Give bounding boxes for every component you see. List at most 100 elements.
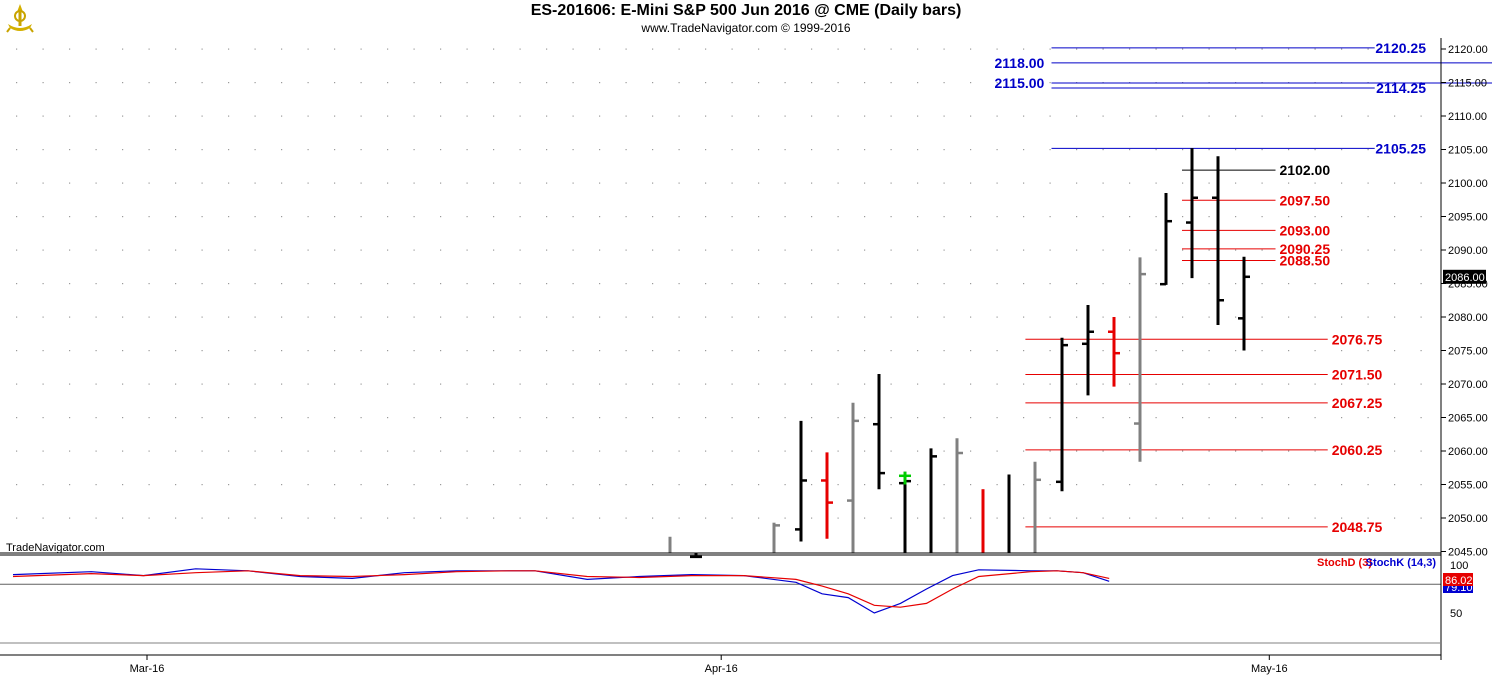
level-label: 2115.00 <box>995 75 1045 91</box>
y-tick-label: 2120.00 <box>1448 44 1488 56</box>
grid-dot <box>466 182 468 184</box>
grid-dot <box>811 249 813 251</box>
ohlc-bar <box>1186 148 1198 279</box>
grid-dot <box>201 283 203 285</box>
grid-dot <box>95 517 97 519</box>
grid-dot <box>1155 450 1157 452</box>
grid-dot <box>943 316 945 318</box>
grid-dot <box>758 417 760 419</box>
grid-dot <box>69 350 71 352</box>
grid-dot <box>625 450 627 452</box>
grid-dot <box>1394 450 1396 452</box>
grid-dot <box>228 417 230 419</box>
grid-dot <box>1208 249 1210 251</box>
grid-dot <box>1394 316 1396 318</box>
grid-dot <box>625 316 627 318</box>
grid-dot <box>1288 316 1290 318</box>
grid-dot <box>837 517 839 519</box>
grid-dot <box>1076 149 1078 151</box>
grid-dot <box>784 115 786 117</box>
grid-dot <box>599 216 601 218</box>
grid-dot <box>943 350 945 352</box>
grid-dot <box>864 82 866 84</box>
grid-dot <box>69 182 71 184</box>
grid-dot <box>599 417 601 419</box>
level-label: 2067.25 <box>1332 395 1383 411</box>
grid-dot <box>175 216 177 218</box>
grid-dot <box>466 417 468 419</box>
grid-dot <box>360 182 362 184</box>
grid-dot <box>758 484 760 486</box>
grid-dot <box>1288 350 1290 352</box>
grid-dot <box>758 115 760 117</box>
grid-dot <box>837 450 839 452</box>
grid-dot <box>1235 417 1237 419</box>
grid-dot <box>42 82 44 84</box>
chart-subtitle: www.TradeNavigator.com © 1999-2016 <box>641 21 851 35</box>
level-label: 2060.25 <box>1332 442 1383 458</box>
grid-dot <box>1261 216 1263 218</box>
grid-dot <box>811 383 813 385</box>
grid-dot <box>1076 316 1078 318</box>
grid-dot <box>42 517 44 519</box>
grid-dot <box>281 82 283 84</box>
grid-dot <box>95 350 97 352</box>
grid-dot <box>599 82 601 84</box>
grid-dot <box>1023 484 1025 486</box>
grid-dot <box>175 82 177 84</box>
grid-dot <box>1182 316 1184 318</box>
grid-dot <box>1235 182 1237 184</box>
grid-dot <box>95 48 97 50</box>
grid-dot <box>413 82 415 84</box>
grid-dot <box>466 48 468 50</box>
grid-dot <box>705 450 707 452</box>
grid-dot <box>1367 350 1369 352</box>
grid-dot <box>652 350 654 352</box>
grid-dot <box>890 417 892 419</box>
grid-dot <box>546 517 548 519</box>
grid-dot <box>731 149 733 151</box>
grid-dot <box>758 182 760 184</box>
grid-dot <box>334 383 336 385</box>
grid-dot <box>1129 350 1131 352</box>
grid-dot <box>970 216 972 218</box>
grid-dot <box>1102 48 1104 50</box>
ohlc-bar <box>1056 337 1068 492</box>
grid-dot <box>625 115 627 117</box>
grid-dot <box>440 450 442 452</box>
grid-dot <box>1155 283 1157 285</box>
grid-dot <box>652 450 654 452</box>
grid-dot <box>996 417 998 419</box>
grid-dot <box>811 216 813 218</box>
grid-dot <box>837 316 839 318</box>
grid-dot <box>1341 450 1343 452</box>
grid-dot <box>1155 484 1157 486</box>
grid-dot <box>307 383 309 385</box>
grid-dot <box>1208 450 1210 452</box>
grid-dot <box>387 316 389 318</box>
grid-dot <box>334 283 336 285</box>
grid-dot <box>254 216 256 218</box>
grid-dot <box>1102 383 1104 385</box>
grid-dot <box>599 484 601 486</box>
grid-dot <box>970 82 972 84</box>
grid-dot <box>1129 383 1131 385</box>
grid-dot <box>69 283 71 285</box>
grid-dot <box>42 149 44 151</box>
ohlc-bar <box>1108 317 1120 387</box>
grid-dot <box>1023 350 1025 352</box>
grid-dot <box>784 216 786 218</box>
grid-dot <box>1394 417 1396 419</box>
grid-dot <box>307 517 309 519</box>
grid-dot <box>413 283 415 285</box>
legend-stochk: StochK (14,3) <box>1366 557 1437 569</box>
grid-dot <box>148 115 150 117</box>
grid-dot <box>758 149 760 151</box>
grid-dot <box>546 316 548 318</box>
grid-dot <box>890 350 892 352</box>
grid-dot <box>1023 316 1025 318</box>
grid-dot <box>201 249 203 251</box>
grid-dot <box>758 283 760 285</box>
grid-dot <box>1367 484 1369 486</box>
grid-dot <box>493 383 495 385</box>
